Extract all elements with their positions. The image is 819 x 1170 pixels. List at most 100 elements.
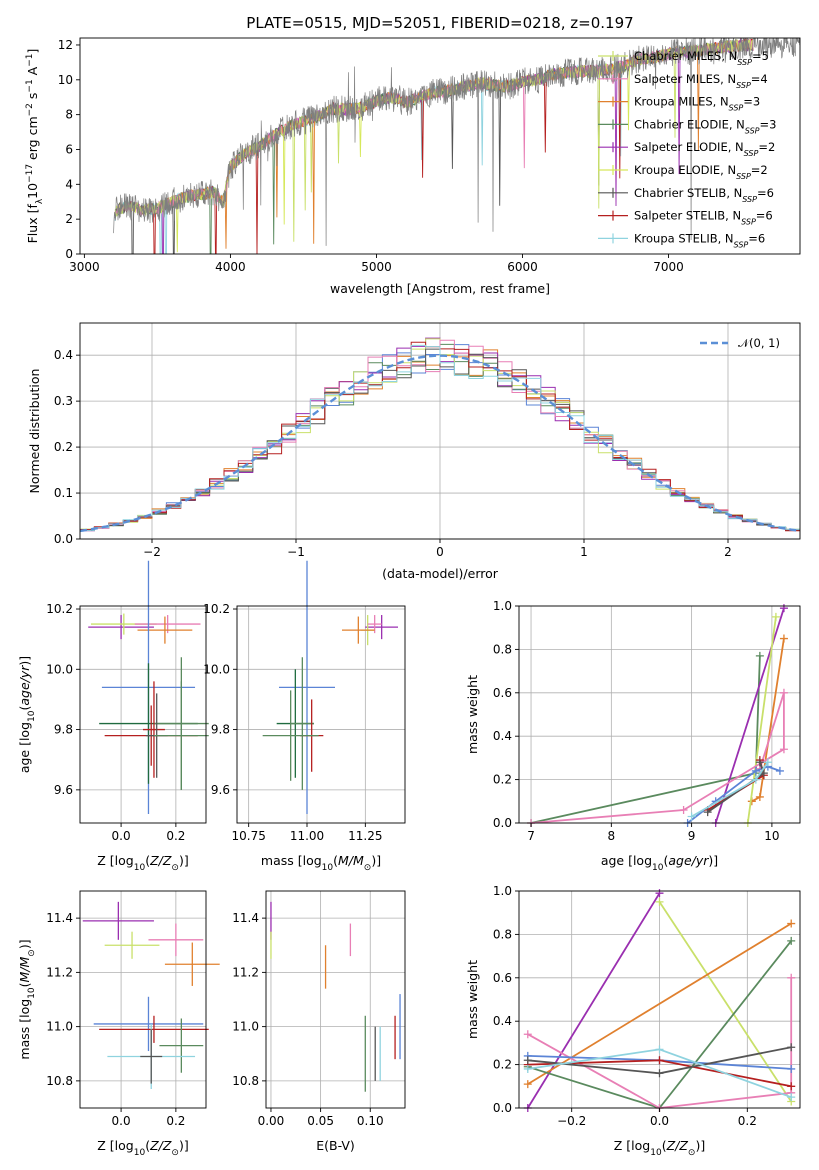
plus-marker (687, 812, 696, 821)
y-tick-label: 0.2 (493, 1058, 512, 1072)
axes-frame (518, 605, 801, 824)
x-tick-label: 0.10 (357, 1114, 384, 1128)
weight_vs_age-panel: 7 8 9 10 0.0 0.2 0.4 0.6 0.8 1.0 age [log10(age/yr… (465, 599, 801, 873)
y-tick-label: 10.2 (46, 602, 73, 616)
y-tick-label: 0.4 (493, 1014, 512, 1028)
legend-entry: Salpeter STELIB, NSSP=6 (598, 209, 773, 226)
mass_vs_Z-panel: 0.0 0.2 10.8 11.0 11.2 11.4 Z [log10(Z/Z⊙)] mas… (17, 890, 220, 1158)
y-tick-label: 0 (65, 247, 73, 261)
plus-marker (755, 758, 764, 767)
y-tick-label: 0.6 (493, 971, 512, 985)
plus-marker (679, 805, 688, 814)
weight-series (687, 758, 772, 821)
errorbar-point (279, 560, 335, 814)
plus-marker (655, 1045, 664, 1054)
x-tick-label: 6000 (507, 260, 538, 274)
x-axis-label: Z [log10(Z/Z⊙)] (97, 853, 188, 873)
y-tick-label: 10.2 (203, 602, 230, 616)
x-axis-label: wavelength [Angstrom, rest frame] (330, 281, 550, 296)
x-tick-label: 2 (724, 545, 732, 559)
y-tick-label: 2 (65, 212, 73, 226)
residual-histogram (80, 344, 800, 531)
legend-entry: Salpeter MILES, NSSP=4 (598, 72, 768, 89)
x-tick-label: 10.75 (231, 829, 265, 843)
x-tick-label: −1 (287, 545, 305, 559)
errorbar-point (88, 615, 154, 640)
spectrum-panel: 3000 4000 5000 6000 7000 0 2 4 6 8 10 12 Chabrier MI… (25, 37, 801, 296)
plus-marker (755, 792, 764, 801)
y-tick-label: 11.2 (232, 965, 259, 979)
plus-marker (523, 1056, 532, 1065)
x-tick-label: 3000 (69, 260, 100, 274)
y-tick-label: 11.0 (232, 1020, 259, 1034)
y-axis-label: mass [log10(M/M⊙)] (17, 939, 37, 1059)
errorbar-point (104, 931, 160, 959)
weight-line (714, 607, 785, 824)
y-tick-label: 1.0 (493, 884, 512, 898)
errorbar-point (82, 901, 154, 940)
errorbar-point (164, 942, 220, 986)
mass_vs_ebv-panel: 0.00 0.05 0.10 10.8 11.0 11.2 11.4 E(B-V) (232, 890, 406, 1153)
x-tick-label: 0.0 (650, 1114, 669, 1128)
plus-marker (755, 651, 764, 660)
y-axis-label: Normed distribution (27, 369, 42, 494)
weight-series (523, 1045, 796, 1102)
y-tick-label: 0.0 (493, 1101, 512, 1115)
weight-line (527, 892, 661, 1109)
weight-line (658, 901, 792, 1102)
plus-marker (751, 766, 760, 775)
x-tick-label: 0.0 (112, 1114, 131, 1128)
x-tick-label: −0.2 (557, 1114, 586, 1128)
x-tick-label: 10 (764, 829, 779, 843)
errorbar-point (290, 657, 314, 790)
x-tick-label: 0.0 (112, 829, 131, 843)
errorbar-point (262, 690, 319, 781)
weight-line (746, 616, 777, 824)
x-axis-label: Z [log10(Z/Z⊙)] (614, 1138, 705, 1158)
errorbar-point (342, 616, 375, 644)
y-tick-label: 0.6 (493, 686, 512, 700)
plus-marker (787, 936, 796, 945)
weight-series (747, 634, 788, 806)
legend-label: Chabrier MILES, NSSP=5 (634, 49, 769, 67)
x-tick-label: 0.05 (307, 1114, 334, 1128)
errorbar-point (159, 1018, 204, 1073)
y-tick-label: 11.0 (46, 1020, 73, 1034)
y-tick-label: 8 (65, 108, 73, 122)
weight-line (527, 977, 793, 1109)
y-tick-label: 9.6 (211, 783, 230, 797)
plus-marker (787, 919, 796, 928)
plus-marker (771, 612, 780, 621)
residuals-panel: −2 −1 0 1 2 0.0 0.1 0.2 0.3 0.4 𝒩(0, 1) (data-model… (27, 322, 801, 581)
y-tick-label: 9.6 (54, 783, 73, 797)
y-tick-label: 9.8 (54, 723, 73, 737)
y-tick-label: 11.4 (46, 911, 73, 925)
plus-marker (787, 1082, 796, 1091)
errorbar-point (153, 681, 209, 790)
plus-marker (655, 897, 664, 906)
plus-marker (787, 973, 796, 982)
y-tick-label: 0.4 (493, 729, 512, 743)
axes-frame (236, 605, 406, 824)
x-tick-label: 0 (436, 545, 444, 559)
y-tick-label: 0.3 (54, 394, 73, 408)
plus-marker (523, 1080, 532, 1089)
y-tick-label: 0.0 (54, 532, 73, 546)
legend-label: Chabrier ELODIE, NSSP=3 (634, 117, 776, 135)
y-tick-label: 0.8 (493, 642, 512, 656)
x-tick-label: 7 (527, 829, 535, 843)
legend-label: Kroupa STELIB, NSSP=6 (634, 231, 765, 249)
y-tick-label: 10.0 (203, 662, 230, 676)
x-tick-label: 0.2 (166, 829, 185, 843)
y-tick-label: 0.4 (54, 348, 73, 362)
errorbar-point (365, 615, 398, 640)
legend-entry: Chabrier STELIB, NSSP=6 (598, 186, 774, 203)
figure-title: PLATE=0515, MJD=52051, FIBERID=0218, z=0… (246, 14, 633, 32)
plus-marker (787, 1043, 796, 1052)
plus-marker (703, 808, 712, 817)
legend-label: Salpeter ELODIE, NSSP=2 (634, 140, 775, 158)
legend-label: Kroupa MILES, NSSP=3 (634, 95, 760, 113)
plus-marker (779, 688, 788, 697)
y-tick-label: 12 (58, 38, 73, 52)
